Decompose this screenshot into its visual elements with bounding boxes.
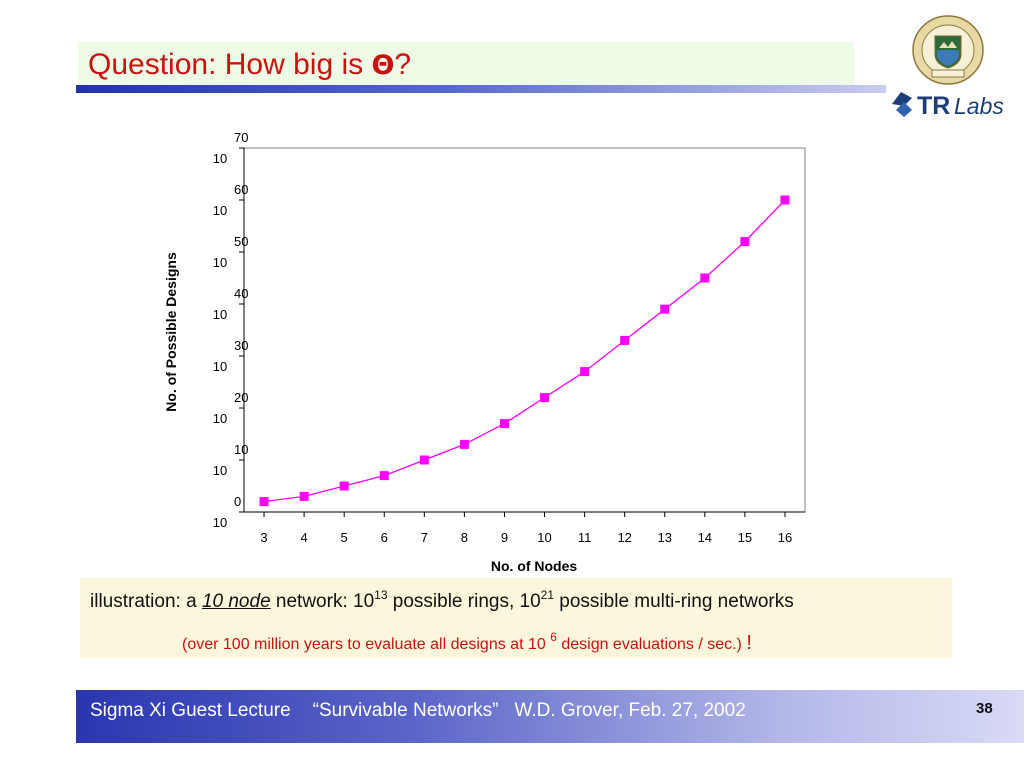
y-tick-label-exponent: 20: [234, 390, 248, 405]
y-tick-label-base: 10: [213, 411, 227, 426]
plot-area: [243, 147, 806, 513]
data-point-marker: [700, 273, 710, 283]
trlabs-mark-icon: [892, 92, 912, 117]
x-tick-label: 4: [300, 530, 307, 545]
x-tick-labels: 3 4 5 6 7 8 9 10 11 12 13 14 15 16: [260, 530, 792, 545]
y-tick-label-base: 10: [213, 515, 227, 530]
x-tick-label: 8: [461, 530, 468, 545]
x-tick-label: 5: [341, 530, 348, 545]
caption-exponent-networks: 21: [540, 588, 555, 602]
title-end: ?: [394, 48, 412, 81]
data-point-marker: [740, 237, 750, 247]
caption-text-c: possible rings, 10: [387, 591, 541, 612]
university-seal-logo: [912, 15, 984, 85]
y-tick-label-base: 10: [213, 203, 227, 218]
y-tick-label-exponent: 0: [234, 494, 241, 509]
axes-layer: [239, 147, 806, 517]
y-tick-label-exponent: 10: [234, 442, 248, 457]
footer-bar: [76, 690, 1024, 743]
data-point-marker: [419, 455, 429, 465]
footer-text: Sigma Xi Guest Lecture “Survivable Networ…: [90, 700, 746, 722]
title-band: [78, 42, 854, 86]
caption-line-2: (over 100 million years to evaluate all …: [182, 630, 752, 655]
y-tick-label-base: 10: [213, 307, 227, 322]
y-tick-label-exponent: 40: [234, 286, 248, 301]
x-tick-label: 3: [260, 530, 267, 545]
y-tick-label-base: 10: [213, 151, 227, 166]
caption-emphasis: 10 node: [201, 591, 271, 612]
data-point-marker: [379, 471, 389, 481]
y-axis-label: No. of Possible Designs: [163, 252, 179, 412]
theta-symbol: Θ: [371, 50, 395, 81]
data-point-marker: [580, 367, 590, 377]
y-tick-label-exponent: 60: [234, 182, 248, 197]
trlabs-tr-text: TR: [917, 92, 950, 120]
x-tick-label: 14: [698, 530, 712, 545]
x-tick-label: 16: [778, 530, 792, 545]
caption-text-b: network: 10: [270, 591, 375, 612]
trlabs-logo: TR Labs: [892, 92, 1004, 120]
data-point-marker: [259, 497, 269, 507]
slide-number: 38: [976, 700, 993, 717]
footer-talk: “Survivable Networks”: [312, 700, 499, 721]
caption-line-1: illustration: a 10 node network: 1013 po…: [90, 588, 794, 613]
y-tick-label-exponent: 70: [234, 130, 248, 145]
y-tick-label-exponent: 30: [234, 338, 248, 353]
y-tick-labels: 10 70 10 60 10 50 10 40 10 30 10 20 10 10 10 0: [213, 130, 249, 530]
data-point-marker: [780, 195, 790, 205]
footer-lecture: Sigma Xi Guest Lecture: [90, 700, 291, 721]
trlabs-labs-text: Labs: [954, 93, 1004, 119]
x-tick-label: 6: [381, 530, 388, 545]
slide-title: Question: How big is Θ?: [88, 48, 411, 82]
x-tick-label: 13: [658, 530, 672, 545]
caption-exponent-rings: 13: [374, 588, 388, 602]
y-tick-label-base: 10: [213, 463, 227, 478]
caption2-exclamation: !: [746, 632, 752, 654]
series-line: [263, 199, 786, 503]
series-layer: [259, 195, 790, 507]
data-point-marker: [540, 393, 550, 403]
data-point-marker: [459, 439, 469, 449]
x-tick-label: 9: [501, 530, 508, 545]
y-tick-label-base: 10: [213, 255, 227, 270]
caption-text-a: illustration: a: [90, 591, 202, 612]
x-tick-label: 11: [578, 530, 592, 545]
footer-author: W.D. Grover, Feb. 27, 2002: [514, 700, 746, 721]
caption2-exponent: 6: [550, 630, 557, 644]
x-tick-label: 15: [738, 530, 752, 545]
x-tick-label: 10: [537, 530, 551, 545]
x-axis-label: No. of Nodes: [491, 558, 578, 574]
y-tick-label-base: 10: [213, 359, 227, 374]
caption2-text-a: (over 100 million years to evaluate all …: [182, 636, 551, 653]
caption-text-d: possible multi-ring networks: [554, 591, 794, 612]
x-tick-label: 12: [617, 530, 631, 545]
data-point-marker: [499, 419, 509, 429]
data-point-marker: [299, 491, 309, 501]
data-point-marker: [339, 481, 349, 491]
data-point-marker: [620, 335, 630, 345]
caption-box: [80, 578, 952, 658]
title-rule: [76, 85, 886, 93]
y-tick-label-exponent: 50: [234, 234, 248, 249]
data-point-marker: [660, 304, 670, 314]
title-text: Question: How big is: [88, 48, 372, 81]
caption2-text-b: design evaluations / sec.): [556, 636, 747, 653]
designs-vs-nodes-chart: 10 70 10 60 10 50 10 40 10 30 10 20 10 10 10 0 3 4 5 6 7 8 9 1…: [163, 130, 806, 574]
x-tick-label: 7: [421, 530, 428, 545]
